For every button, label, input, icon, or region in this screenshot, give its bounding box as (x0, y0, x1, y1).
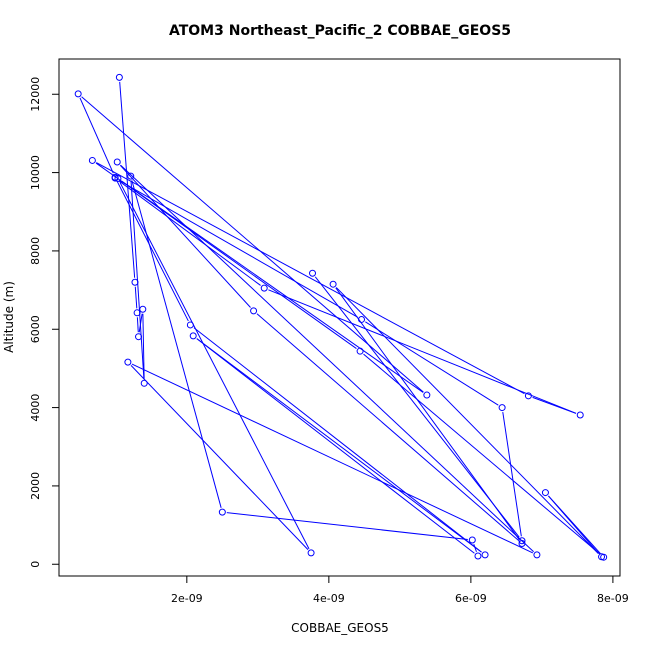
series-segment (119, 164, 251, 308)
y-axis-label: Altitude (m) (2, 281, 16, 353)
data-point (518, 537, 526, 545)
series-segment (136, 317, 139, 333)
series-segment (131, 180, 222, 508)
series-segment (196, 338, 482, 553)
x-tick-label: 4e-09 (313, 592, 345, 605)
data-point (518, 539, 526, 547)
data-point (140, 379, 148, 387)
series-segment (96, 162, 525, 395)
x-tick-label: 8e-09 (597, 592, 629, 605)
data-point (468, 536, 476, 544)
y-tick-label: 12000 (29, 77, 42, 112)
series-segment (131, 363, 534, 554)
x-axis-label: COBBAE_GEOS5 (291, 621, 389, 635)
series-segment (268, 289, 577, 414)
y-tick-label: 2000 (29, 472, 42, 500)
series-segment (81, 96, 424, 393)
data-point (358, 315, 366, 323)
data-point (218, 508, 226, 516)
series-segment (256, 313, 519, 541)
series-segment (548, 495, 602, 555)
data-point (309, 269, 317, 277)
series-segment (118, 180, 261, 286)
series-segment (121, 180, 424, 393)
data-point (481, 551, 489, 559)
series-segment (142, 313, 145, 379)
x-tick-label: 6e-09 (455, 592, 487, 605)
y-axis: 0 2000 4000 6000 8000 10000 12000 (29, 77, 59, 568)
data-point (113, 158, 121, 166)
data-point (127, 172, 135, 180)
data-point (524, 392, 532, 400)
series-segment (335, 287, 599, 554)
data-point (498, 404, 506, 412)
data-point (541, 489, 549, 497)
series-segment (134, 286, 138, 309)
x-axis: 2e-09 4e-09 6e-09 8e-09 (171, 576, 629, 605)
data-point (423, 391, 431, 399)
data-point (88, 156, 96, 164)
x-tick-label: 2e-09 (171, 592, 203, 605)
data-point (329, 280, 337, 288)
data-point (114, 174, 122, 182)
data-point (307, 549, 315, 557)
data-point (135, 333, 143, 341)
series-segment (502, 411, 522, 537)
series-segment (116, 181, 189, 322)
series-segment (196, 338, 475, 554)
y-tick-label: 6000 (29, 315, 42, 343)
series-segment (363, 353, 601, 555)
y-tick-label: 8000 (29, 237, 42, 265)
data-point (124, 358, 132, 366)
y-tick-label: 4000 (29, 394, 42, 422)
series-segment (120, 164, 534, 553)
data-series (74, 73, 608, 561)
series-segment (365, 321, 499, 406)
series-segment (119, 81, 136, 278)
data-point (576, 411, 584, 419)
series-segment (314, 276, 520, 538)
data-point (74, 90, 82, 98)
data-point (131, 278, 139, 286)
data-point (600, 553, 608, 561)
series-segment (226, 512, 468, 540)
data-point (474, 552, 482, 560)
series-segment (119, 182, 310, 550)
y-tick-label: 0 (29, 561, 42, 568)
series-segment (79, 97, 114, 174)
data-point (189, 332, 197, 340)
data-point (250, 307, 258, 315)
y-tick-label: 10000 (29, 155, 42, 190)
data-point (260, 284, 268, 292)
data-point (139, 305, 147, 313)
plot-frame (58, 58, 621, 577)
data-point (533, 551, 541, 559)
series-segment (95, 162, 357, 349)
series-segment (193, 327, 482, 553)
chart-title: ATOM3 Northeast_Pacific_2 COBBAE_GEOS5 (169, 23, 511, 39)
data-point (111, 174, 119, 182)
data-point (115, 73, 123, 81)
series-segment (130, 365, 309, 550)
data-point (356, 347, 364, 355)
data-point (133, 309, 141, 317)
series-segment (118, 179, 358, 318)
data-point (186, 321, 194, 329)
